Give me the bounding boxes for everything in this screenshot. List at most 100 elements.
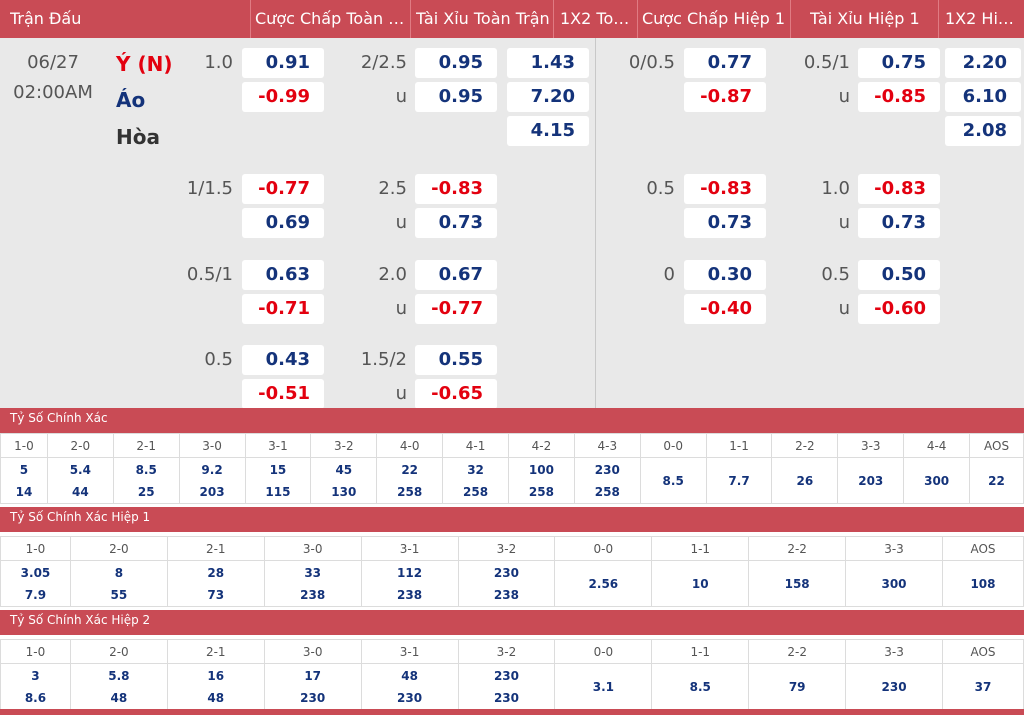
header-full-over-under[interactable]: Tài Xỉu Toàn Trận	[416, 9, 550, 28]
h1-handicap-home-odd[interactable]: 0.77	[684, 48, 766, 78]
handicap-home-odd[interactable]: 0.63	[242, 260, 324, 290]
score-odds-cell[interactable]: 45 130	[310, 457, 378, 504]
score-odds-cell[interactable]: 2.56	[554, 560, 653, 607]
x12-away-odd[interactable]: 7.20	[507, 82, 589, 112]
handicap-home-odd[interactable]: 0.43	[242, 345, 324, 375]
under-odd[interactable]: 0.95	[415, 82, 497, 112]
away-team[interactable]: Áo	[116, 88, 146, 112]
score-odd-bottom[interactable]: 258	[528, 484, 554, 499]
score-odds-cell[interactable]: 28 73	[166, 560, 265, 607]
over-odd[interactable]: 0.55	[415, 345, 497, 375]
home-team[interactable]: Ý (N)	[116, 52, 173, 76]
score-odd-top[interactable]: 16	[207, 668, 225, 683]
score-odd-bottom[interactable]: 238	[300, 587, 326, 602]
score-odd-bottom[interactable]: 230	[493, 690, 520, 705]
score-odd-top[interactable]: 230	[594, 462, 620, 477]
handicap-away-odd[interactable]: -0.71	[242, 294, 324, 324]
score-odd-top[interactable]: 8.5	[135, 462, 157, 477]
h1-handicap-home-odd[interactable]: 0.30	[684, 260, 766, 290]
score-odd-top[interactable]: 22	[988, 473, 1005, 488]
score-odd-bottom[interactable]: 230	[397, 690, 423, 705]
h1-x12-home-odd[interactable]: 2.20	[945, 48, 1021, 78]
score-odds-cell[interactable]: 15 115	[244, 457, 312, 504]
handicap-away-odd[interactable]: 0.69	[242, 208, 324, 238]
score-odds-cell[interactable]: 10	[651, 560, 750, 607]
score-odd-top[interactable]: 33	[304, 565, 322, 580]
score-odd-top[interactable]: 79	[788, 679, 806, 694]
score-odds-cell[interactable]: 3 8.6	[0, 663, 71, 710]
over-odd[interactable]: 0.95	[415, 48, 497, 78]
score-odds-cell[interactable]: 3.1	[554, 663, 653, 710]
score-odd-bottom[interactable]: 258	[397, 484, 423, 499]
score-odd-top[interactable]: 100	[528, 462, 554, 477]
score-odd-bottom[interactable]: 7.9	[24, 587, 47, 602]
over-odd[interactable]: 0.67	[415, 260, 497, 290]
score-odds-cell[interactable]: 22 258	[376, 457, 444, 504]
score-odd-top[interactable]: 5	[19, 462, 29, 477]
under-odd[interactable]: 0.73	[415, 208, 497, 238]
h1-x12-draw-odd[interactable]: 2.08	[945, 116, 1021, 146]
h1-x12-away-odd[interactable]: 6.10	[945, 82, 1021, 112]
score-odd-bottom[interactable]: 14	[15, 484, 33, 499]
handicap-home-odd[interactable]: -0.77	[242, 174, 324, 204]
score-odds-cell[interactable]: 37	[942, 663, 1024, 710]
h1-handicap-away-odd[interactable]: -0.40	[684, 294, 766, 324]
header-h1-over-under[interactable]: Tài Xỉu Hiệp 1	[810, 9, 920, 28]
h1-over-odd[interactable]: -0.83	[858, 174, 940, 204]
score-odd-top[interactable]: 5.8	[108, 668, 130, 683]
score-odd-top[interactable]: 158	[784, 576, 810, 591]
h1-handicap-away-odd[interactable]: 0.73	[684, 208, 766, 238]
score-odd-top[interactable]: 8.5	[689, 679, 711, 694]
score-odds-cell[interactable]: 3.05 7.9	[0, 560, 71, 607]
score-odds-cell[interactable]: 8.5	[639, 457, 707, 504]
score-odd-bottom[interactable]: 238	[397, 587, 423, 602]
score-odd-top[interactable]: 230	[493, 668, 520, 683]
score-odd-top[interactable]: 22	[401, 462, 419, 477]
score-odds-cell[interactable]: 5.4 44	[46, 457, 114, 504]
h1-handicap-away-odd[interactable]: -0.87	[684, 82, 766, 112]
score-odd-top[interactable]: 203	[858, 473, 884, 488]
score-odds-cell[interactable]: 7.7	[705, 457, 773, 504]
score-odd-bottom[interactable]: 130	[331, 484, 357, 499]
score-odd-top[interactable]: 3	[31, 668, 40, 683]
score-odds-cell[interactable]: 17 230	[263, 663, 362, 710]
score-odds-cell[interactable]: 48 230	[360, 663, 459, 710]
score-odd-bottom[interactable]: 48	[110, 690, 128, 705]
score-odd-top[interactable]: 28	[207, 565, 225, 580]
score-odd-top[interactable]: 230	[881, 679, 907, 694]
score-odds-cell[interactable]: 112 238	[360, 560, 459, 607]
score-odds-cell[interactable]: 203	[837, 457, 905, 504]
score-odds-cell[interactable]: 16 48	[166, 663, 265, 710]
header-full-handicap[interactable]: Cược Chấp Toàn Trận	[255, 9, 405, 28]
handicap-away-odd[interactable]: -0.51	[242, 379, 324, 409]
score-odd-top[interactable]: 230	[493, 565, 519, 580]
score-odds-cell[interactable]: 230 238	[457, 560, 556, 607]
score-odd-top[interactable]: 8.5	[662, 473, 684, 488]
score-odds-cell[interactable]: 32 258	[442, 457, 509, 504]
score-odd-bottom[interactable]: 44	[71, 484, 89, 499]
score-odd-top[interactable]: 7.7	[728, 473, 750, 488]
score-odds-cell[interactable]: 8.5	[651, 663, 750, 710]
score-odds-cell[interactable]: 5 14	[0, 457, 48, 504]
h1-under-odd[interactable]: -0.85	[858, 82, 940, 112]
score-odd-bottom[interactable]: 238	[493, 587, 519, 602]
score-odd-top[interactable]: 3.1	[592, 679, 615, 694]
score-odds-cell[interactable]: 33 238	[263, 560, 362, 607]
x12-draw-odd[interactable]: 4.15	[507, 116, 589, 146]
h1-under-odd[interactable]: -0.60	[858, 294, 940, 324]
header-full-1x2[interactable]: 1X2 Toàn Trận	[560, 9, 634, 28]
score-odds-cell[interactable]: 108	[941, 560, 1024, 607]
score-odd-bottom[interactable]: 203	[199, 484, 225, 499]
score-odd-top[interactable]: 5.4	[69, 462, 91, 477]
score-odd-bottom[interactable]: 115	[265, 484, 291, 499]
handicap-home-odd[interactable]: 0.91	[242, 48, 324, 78]
h1-handicap-home-odd[interactable]: -0.83	[684, 174, 766, 204]
score-odds-cell[interactable]: 100 258	[508, 457, 575, 504]
score-odd-top[interactable]: 10	[691, 576, 709, 591]
under-odd[interactable]: -0.77	[415, 294, 497, 324]
score-odd-top[interactable]: 8	[114, 565, 124, 580]
score-odd-top[interactable]: 37	[974, 679, 992, 694]
score-odds-cell[interactable]: 158	[748, 560, 847, 607]
score-odds-cell[interactable]: 230 230	[457, 663, 556, 710]
score-odd-top[interactable]: 300	[881, 576, 907, 591]
